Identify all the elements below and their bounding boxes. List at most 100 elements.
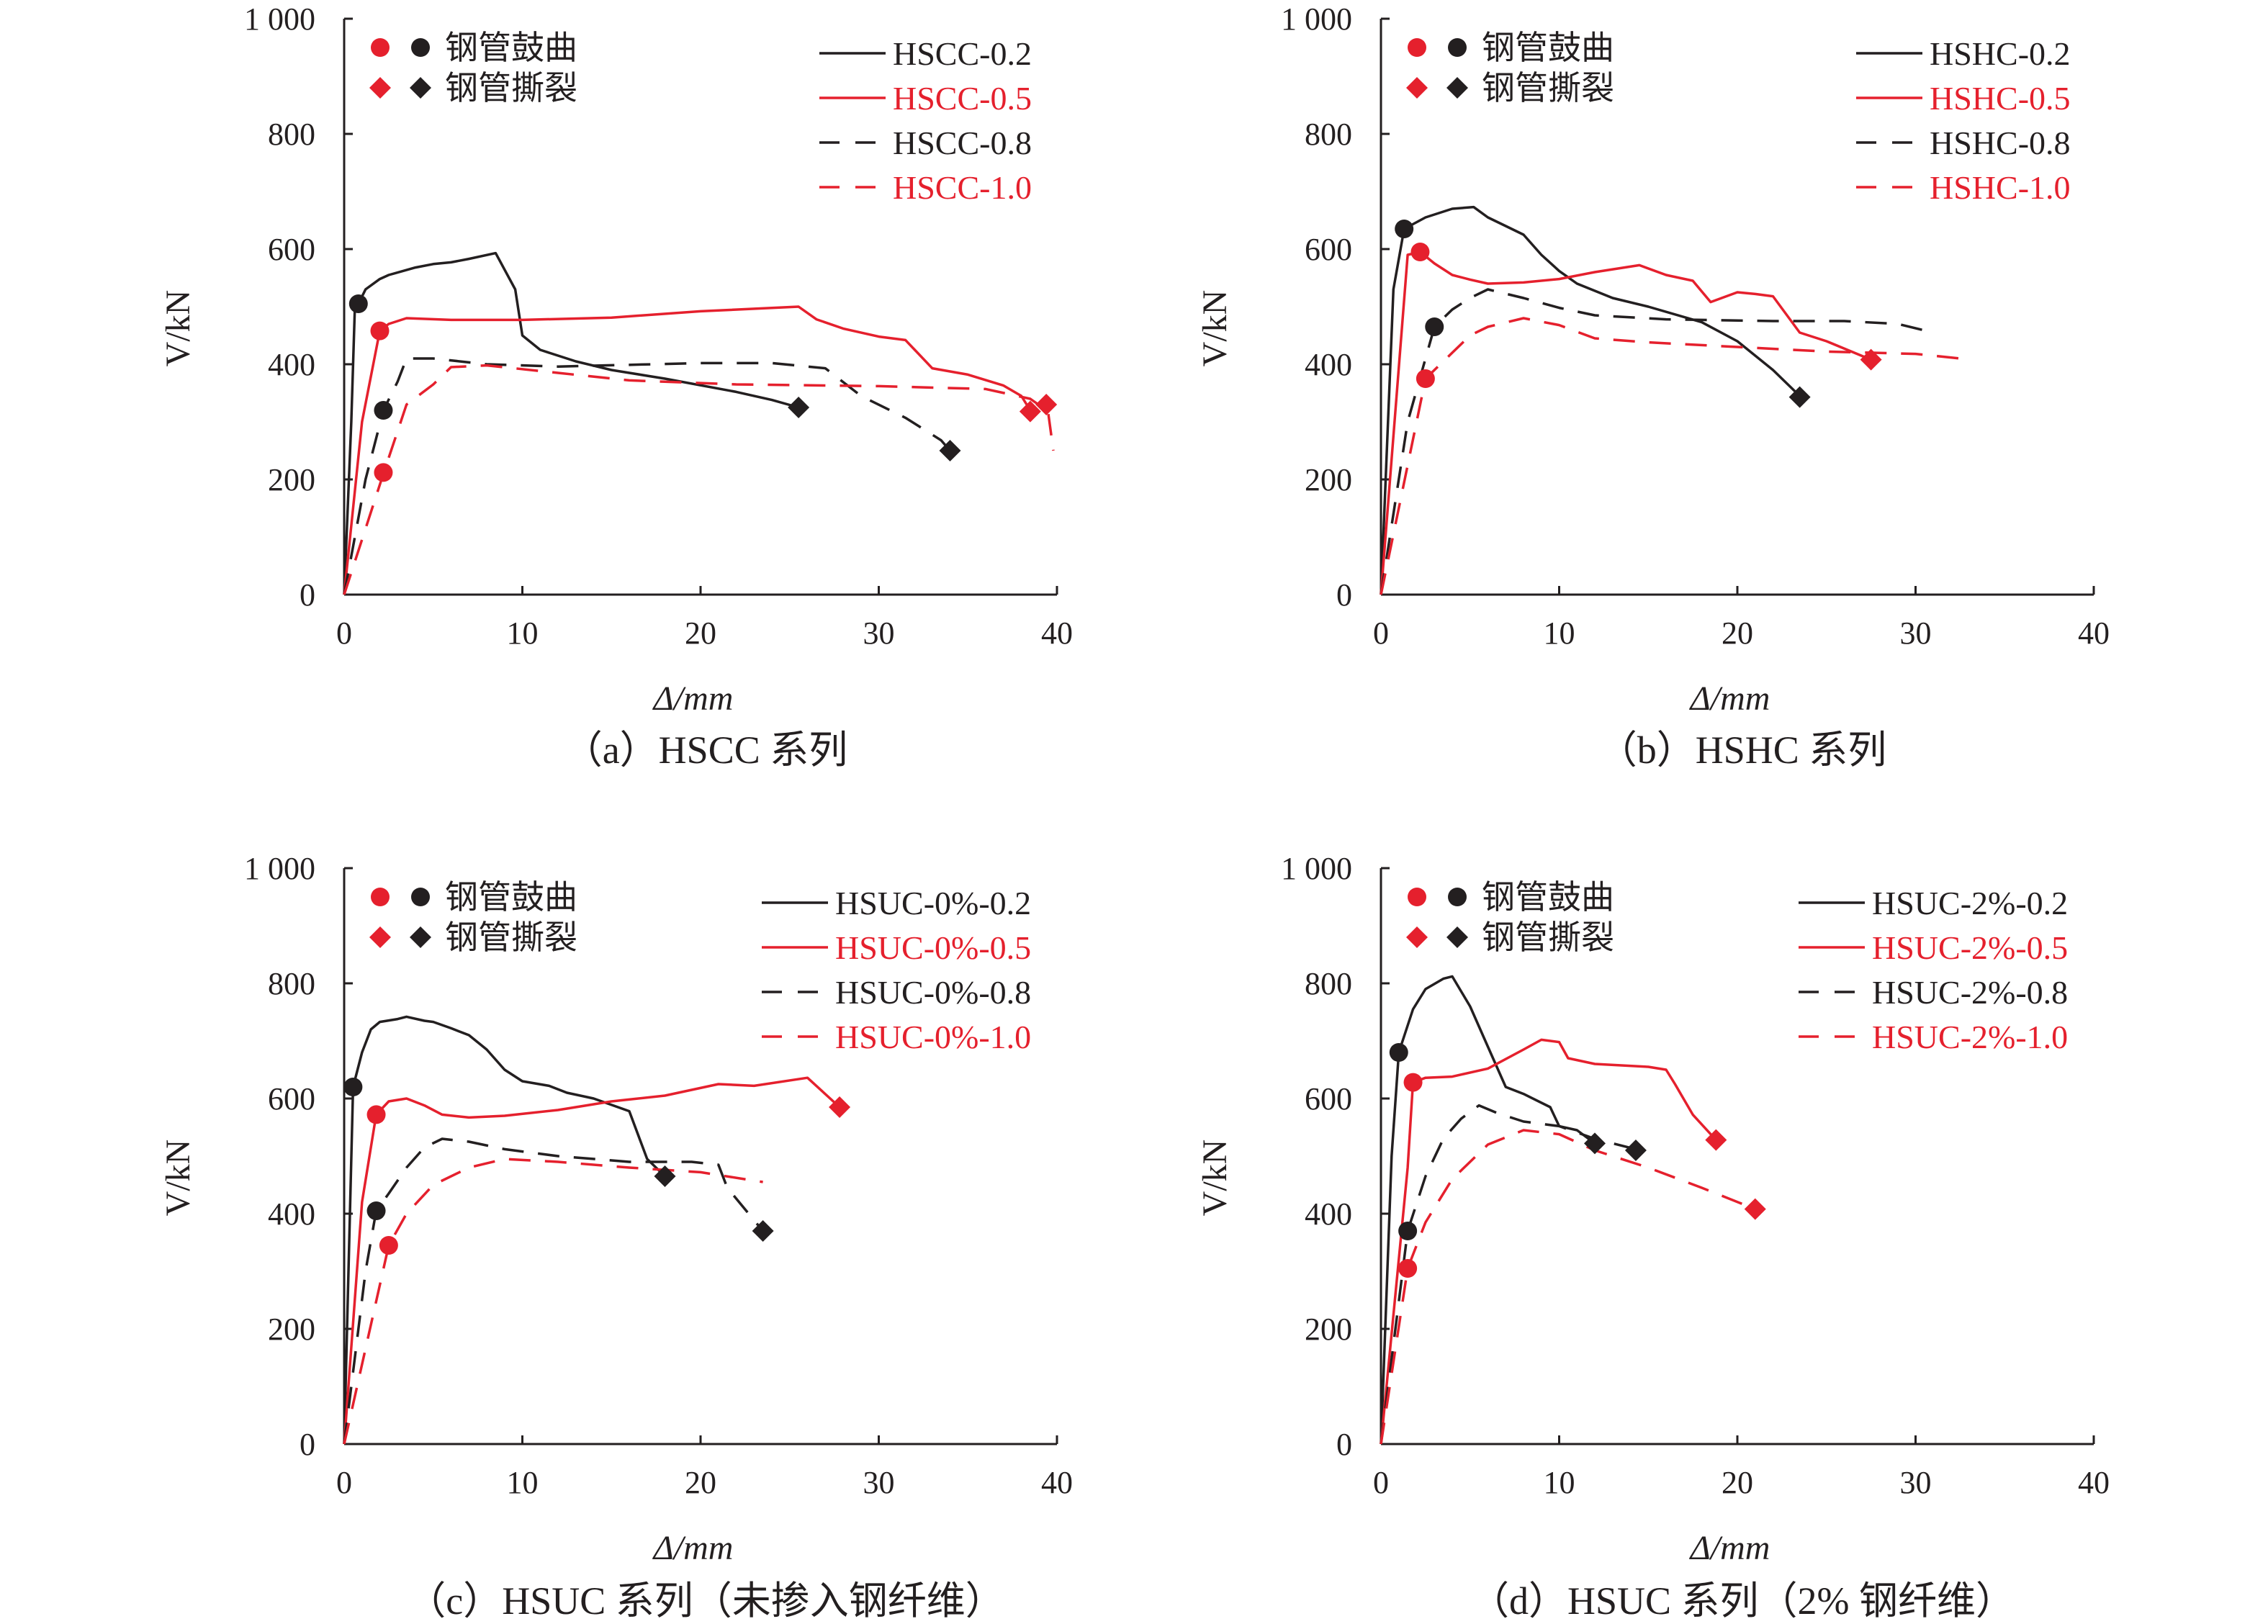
buckling-point-HSUC-0%-0.8 [366, 1201, 386, 1220]
y-tick-label: 200 [268, 462, 315, 497]
legend-buckling-red-icon [1408, 888, 1426, 906]
tearing-point-HSUC-2%-0.2 [1584, 1132, 1606, 1155]
legend-label-HSUC-0%-0.8: HSUC-0%-0.8 [835, 974, 1031, 1011]
legend-tearing-black-icon [410, 926, 431, 948]
legend-label-HSUC-0%-0.2: HSUC-0%-0.2 [835, 885, 1031, 921]
y-axis-label: V/kN [159, 1140, 197, 1217]
x-tick-label: 20 [1722, 1465, 1753, 1500]
legend-buckling-label: 钢管鼓曲 [445, 30, 577, 66]
series-line-HSUC-0%-0.8 [343, 1137, 764, 1445]
legend-label-HSCC-0.8: HSCC-0.8 [893, 125, 1032, 161]
buckling-point-HSUC-0%-0.5 [366, 1105, 386, 1124]
buckling-point-HSCC-0.5 [370, 321, 390, 340]
x-tick-label: 10 [507, 1465, 539, 1500]
tearing-point-HSHC-0.5 [1860, 348, 1882, 371]
tearing-point-HSCC-1.0 [1035, 394, 1058, 415]
panel-caption: （a）HSCC 系列 [564, 728, 848, 772]
legend-tearing-red-icon [369, 77, 391, 99]
tearing-point-HSUC-2%-0.5 [1705, 1129, 1727, 1151]
buckling-point-HSCC-1.0 [374, 463, 393, 482]
y-tick-label: 0 [1336, 577, 1352, 613]
x-tick-label: 10 [1544, 615, 1575, 651]
tearing-point-HSHC-0.2 [1788, 386, 1811, 408]
legend-label-HSHC-0.5: HSHC-0.5 [1930, 80, 2071, 117]
y-tick-label: 200 [1305, 462, 1352, 497]
legend-label-HSUC-2%-0.5: HSUC-2%-0.5 [1872, 929, 2068, 966]
series-line-HSCC-0.5 [343, 305, 1032, 595]
buckling-point-HSUC-2%-0.2 [1389, 1043, 1408, 1062]
panel-caption: （c）HSUC 系列（未掺入钢纤维） [407, 1579, 1004, 1623]
legend-buckling-label: 钢管鼓曲 [1482, 30, 1614, 66]
panel-caption: （d）HSUC 系列（2% 钢纤维） [1470, 1579, 2015, 1623]
buckling-point-HSHC-0.8 [1425, 317, 1444, 336]
legend-label-HSCC-0.5: HSCC-0.5 [893, 80, 1032, 117]
x-axis-label: Δ/mm [652, 680, 734, 718]
y-tick-label: 400 [268, 1196, 315, 1232]
legend-tearing-red-icon [1406, 926, 1428, 948]
x-tick-label: 30 [863, 615, 895, 651]
legend-tearing-red-icon [1406, 77, 1428, 99]
y-tick-label: 1 000 [1281, 1, 1352, 37]
buckling-point-HSUC-2%-1.0 [1398, 1259, 1418, 1278]
tearing-point-HSUC-0%-0.2 [654, 1165, 676, 1187]
x-tick-label: 10 [507, 615, 539, 651]
legend-tearing-black-icon [1446, 926, 1468, 948]
series-line-HSUC-2%-0.2 [1380, 975, 1596, 1445]
legend-label-HSHC-1.0: HSHC-1.0 [1930, 169, 2071, 206]
x-tick-label: 40 [2078, 1465, 2110, 1500]
legend-tearing-label: 钢管撕裂 [445, 919, 577, 956]
x-axis-label: Δ/mm [1689, 680, 1770, 718]
x-axis-label: Δ/mm [1689, 1529, 1770, 1567]
buckling-point-HSUC-0%-1.0 [379, 1236, 398, 1255]
legend-buckling-label: 钢管鼓曲 [1482, 879, 1614, 916]
y-tick-label: 400 [268, 347, 315, 382]
x-tick-label: 20 [1722, 615, 1753, 651]
series-line-HSUC-2%-0.5 [1380, 1038, 1717, 1445]
y-tick-label: 800 [268, 966, 315, 1001]
legend-tearing-black-icon [410, 77, 431, 99]
series-line-HSUC-0%-0.2 [343, 1015, 666, 1445]
y-tick-label: 0 [300, 1427, 315, 1462]
tearing-point-HSUC-0%-0.5 [829, 1096, 851, 1118]
legend-buckling-black-icon [411, 888, 430, 906]
x-axis-label: Δ/mm [652, 1529, 734, 1567]
legend-buckling-black-icon [1448, 888, 1467, 906]
legend-label-HSHC-0.8: HSHC-0.8 [1930, 125, 2071, 161]
y-tick-label: 1 000 [244, 851, 315, 886]
tearing-point-HSCC-0.5 [1019, 400, 1041, 423]
buckling-point-HSCC-0.8 [374, 401, 393, 420]
y-tick-label: 0 [1336, 1427, 1352, 1462]
x-tick-label: 0 [336, 1465, 352, 1500]
y-tick-label: 800 [1305, 966, 1352, 1001]
tearing-point-HSUC-2%-0.8 [1624, 1140, 1647, 1161]
legend-buckling-label: 钢管鼓曲 [445, 879, 577, 916]
y-axis-label: V/kN [159, 290, 197, 367]
legend-tearing-label: 钢管撕裂 [445, 70, 577, 107]
series-line-HSHC-0.2 [1380, 205, 1801, 595]
legend-tearing-red-icon [369, 926, 391, 948]
y-axis-label: V/kN [1196, 1140, 1234, 1217]
legend-buckling-red-icon [371, 38, 390, 57]
panel-caption: （b）HSHC 系列 [1598, 728, 1887, 772]
x-tick-label: 0 [336, 615, 352, 651]
buckling-point-HSCC-0.2 [348, 294, 368, 313]
legend-label-HSUC-0%-1.0: HSUC-0%-1.0 [835, 1019, 1031, 1055]
x-tick-label: 30 [1900, 615, 1932, 651]
legend-label-HSCC-1.0: HSCC-1.0 [893, 169, 1032, 206]
legend-label-HSCC-0.2: HSCC-0.2 [893, 35, 1032, 72]
legend-tearing-label: 钢管撕裂 [1482, 70, 1614, 107]
buckling-point-HSUC-2%-0.8 [1398, 1222, 1418, 1240]
y-tick-label: 800 [268, 117, 315, 152]
x-tick-label: 30 [863, 1465, 895, 1500]
x-tick-label: 40 [1041, 615, 1073, 651]
series-line-HSCC-1.0 [343, 364, 1055, 595]
x-tick-label: 30 [1900, 1465, 1932, 1500]
series-line-HSUC-0%-1.0 [343, 1158, 763, 1445]
legend-label-HSUC-0%-0.5: HSUC-0%-0.5 [835, 929, 1031, 966]
series-line-HSHC-1.0 [1380, 317, 1961, 595]
x-tick-label: 0 [1373, 615, 1389, 651]
y-tick-label: 1 000 [244, 1, 315, 37]
